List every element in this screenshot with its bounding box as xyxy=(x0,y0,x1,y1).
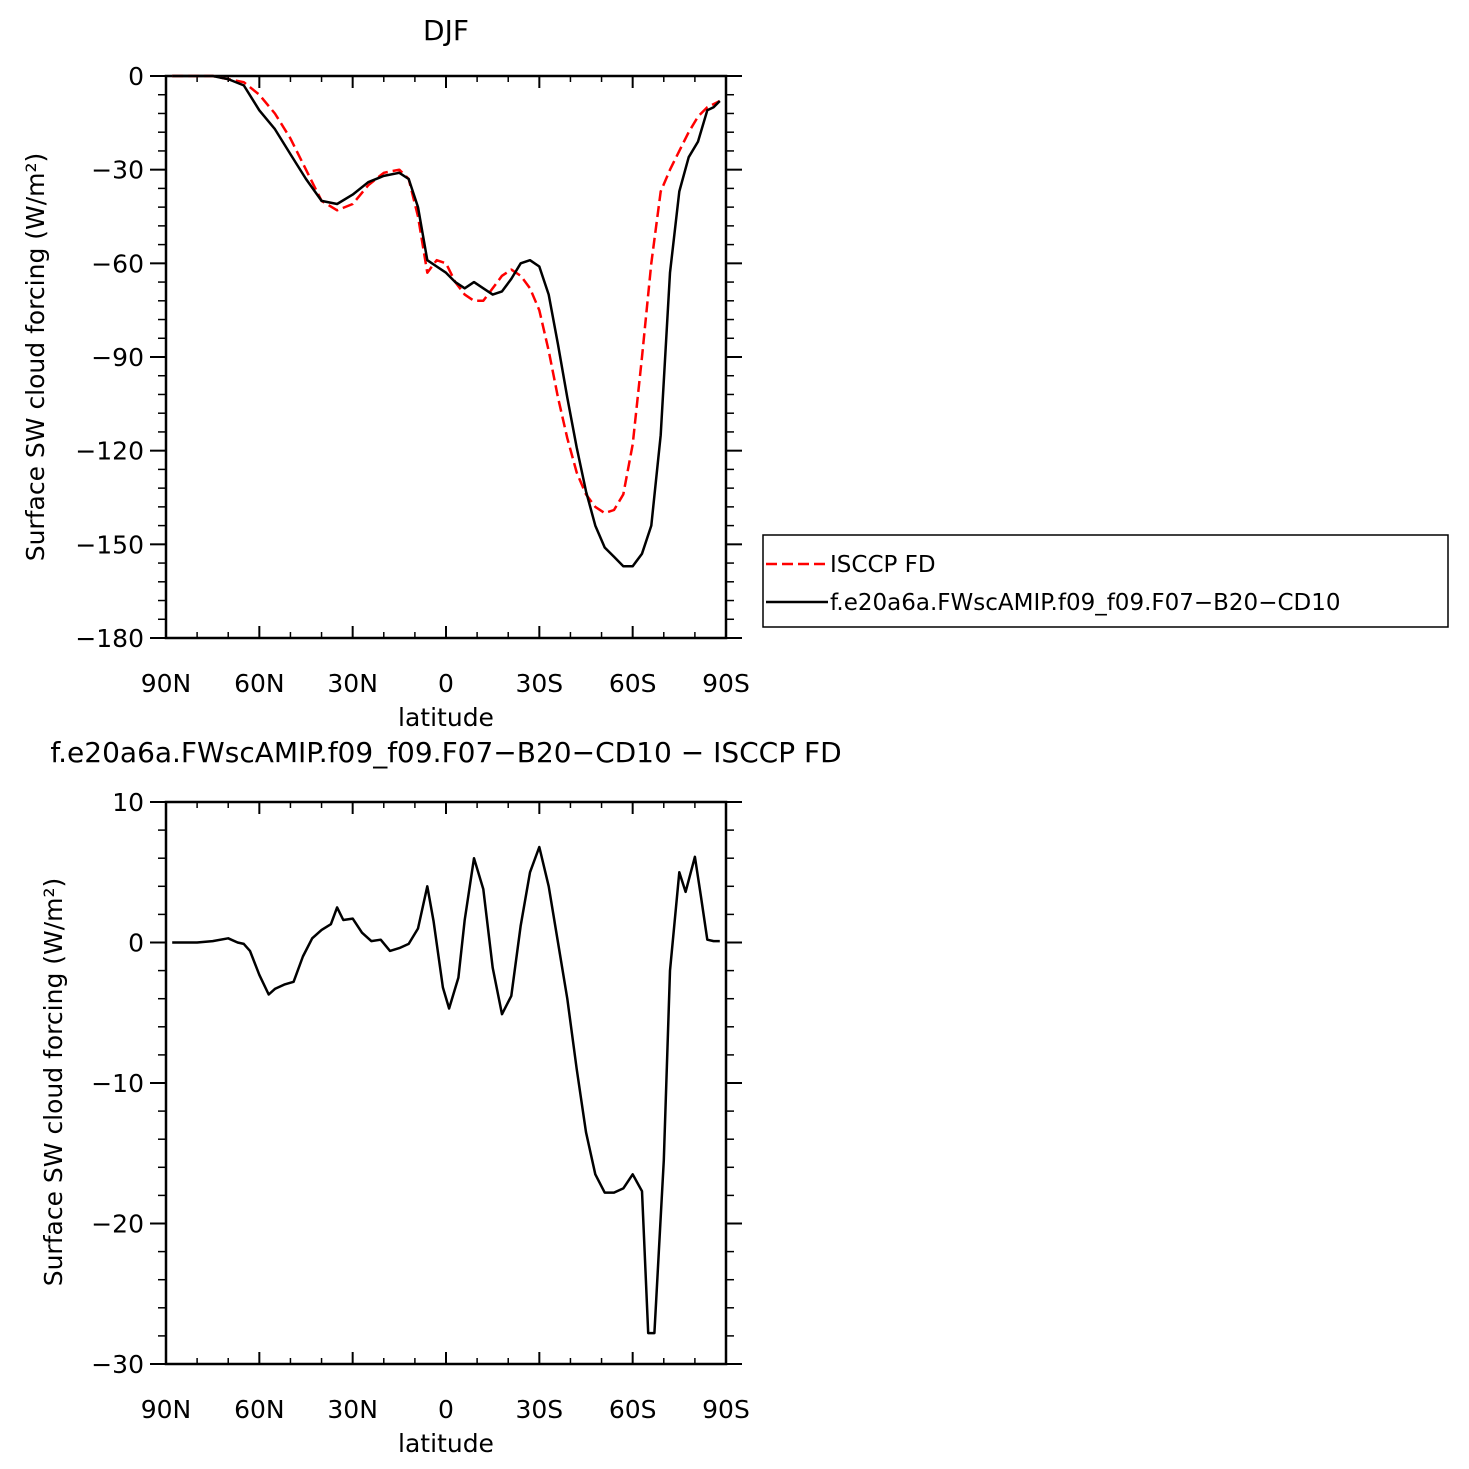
x-axis-label: latitude xyxy=(398,703,494,732)
y-axis-label: Surface SW cloud forcing (W/m²) xyxy=(39,878,68,1287)
x-axis-label: latitude xyxy=(398,1429,494,1458)
y-tick-label: −150 xyxy=(75,530,144,559)
y-tick-label: −90 xyxy=(91,343,144,372)
series-line-0 xyxy=(172,845,720,1335)
series-line-0 xyxy=(172,74,721,515)
x-tick-label: 90S xyxy=(702,669,750,698)
y-axis-label: Surface SW cloud forcing (W/m²) xyxy=(21,153,50,562)
bottom-chart: f.e20a6a.FWscAMIP.f09_f09.F07−B20−CD10 −… xyxy=(39,736,842,1458)
x-tick-label: 90N xyxy=(141,669,192,698)
y-tick-label: 10 xyxy=(112,788,144,817)
x-tick-label: 30N xyxy=(327,669,378,698)
legend-entry-model: f.e20a6a.FWscAMIP.f09_f09.F07−B20−CD10 xyxy=(830,590,1341,616)
y-tick-label: 0 xyxy=(128,62,144,91)
y-tick-label: −20 xyxy=(91,1210,144,1239)
chart-title: f.e20a6a.FWscAMIP.f09_f09.F07−B20−CD10 −… xyxy=(50,736,841,769)
y-tick-label: −30 xyxy=(91,156,144,185)
x-tick-label: 30N xyxy=(327,1395,378,1424)
legend-box xyxy=(762,534,1449,628)
x-tick-label: 60S xyxy=(609,1395,657,1424)
y-tick-label: −10 xyxy=(91,1069,144,1098)
y-tick-label: −120 xyxy=(75,437,144,466)
legend-entry-isccp: ISCCP FD xyxy=(830,552,936,578)
y-tick-label: 0 xyxy=(128,929,144,958)
chart-title: DJF xyxy=(423,14,469,47)
x-tick-label: 30S xyxy=(515,1395,563,1424)
top-chart: DJF Surface SW cloud forcing (W/m²) lati… xyxy=(21,14,750,732)
plot-area: 90N 60N 30N 0 30S 60S 90S 10 0 −10 −20 −30 xyxy=(91,788,750,1424)
x-tick-label: 60S xyxy=(609,669,657,698)
y-tick-label: −30 xyxy=(91,1350,144,1379)
x-tick-label: 90N xyxy=(141,1395,192,1424)
x-tick-label: 0 xyxy=(438,669,454,698)
legend: ISCCP FD f.e20a6a.FWscAMIP.f09_f09.F07−B… xyxy=(762,534,1449,628)
x-tick-label: 60N xyxy=(234,1395,285,1424)
x-tick-label: 30S xyxy=(515,669,563,698)
x-tick-label: 0 xyxy=(438,1395,454,1424)
series-line-1 xyxy=(172,74,721,568)
x-tick-label: 90S xyxy=(702,1395,750,1424)
plot-area: 90N 60N 30N 0 30S 60S 90S 0 −30 −60 −90 −120 −150 −18… xyxy=(75,62,750,698)
x-tick-label: 60N xyxy=(234,669,285,698)
y-tick-label: −60 xyxy=(91,249,144,278)
y-tick-label: −180 xyxy=(75,624,144,653)
plot-frame xyxy=(164,800,728,1366)
